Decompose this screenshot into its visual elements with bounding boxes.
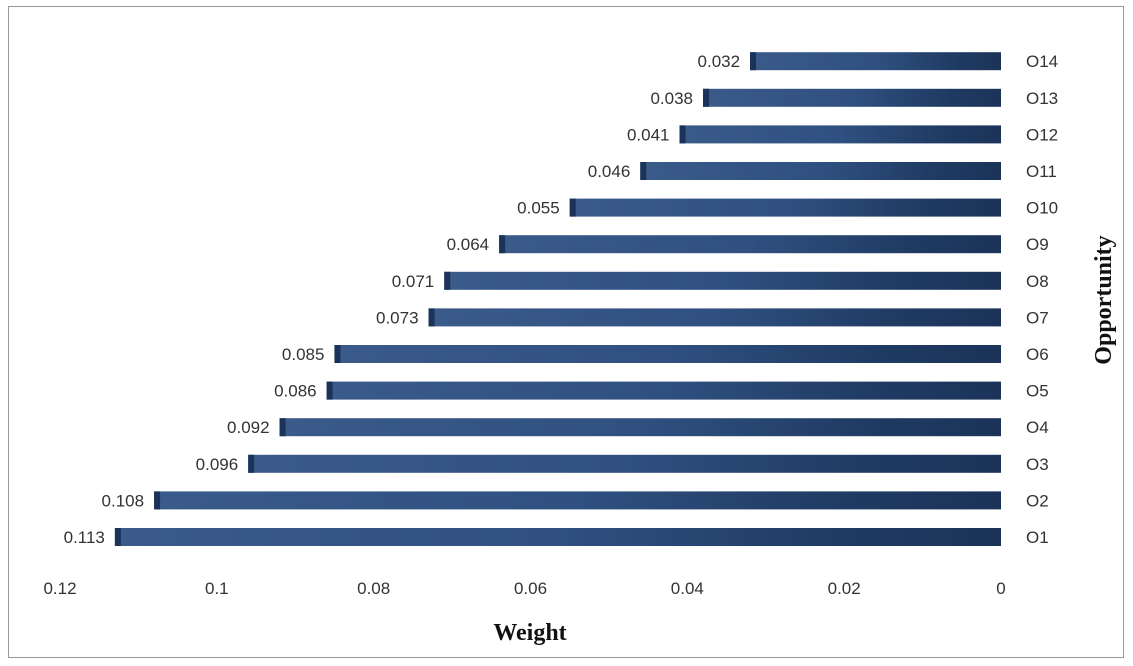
bar-o9 [499,235,1001,254]
category-label: O6 [1026,345,1049,364]
bar-end-cap [499,235,506,254]
data-label: 0.085 [282,345,325,364]
bar-o13 [703,88,1001,107]
data-label: 0.073 [376,308,419,327]
data-label: 0.113 [64,528,105,547]
bar-end-cap [750,52,757,71]
x-tick-label: 0 [996,579,1005,598]
x-tick-label: 0.1 [205,579,229,598]
bar-end-cap [703,88,710,107]
category-label: O10 [1026,199,1058,218]
data-label: 0.046 [588,162,631,181]
data-label: 0.041 [627,125,670,144]
x-tick-label: 0.06 [514,579,547,598]
bar-end-cap [640,162,647,180]
bar-end-cap [569,198,576,217]
bar-end-cap [679,125,686,144]
bar-o1 [114,528,1002,546]
category-label: O11 [1026,162,1057,181]
bar-o4 [279,418,1002,437]
category-label: O13 [1026,89,1058,108]
data-label: 0.086 [274,382,317,401]
bar-o12 [679,125,1001,144]
category-label: O8 [1026,272,1049,291]
bar-end-cap [428,308,435,327]
bar-o8 [444,271,1001,290]
bar-o7 [428,308,1001,327]
x-tick-label: 0.12 [43,579,76,598]
bar-o5 [326,381,1001,400]
bar-o11 [640,162,1001,180]
bar-o10 [569,198,1001,217]
data-label: 0.064 [447,235,490,254]
category-label: O9 [1026,235,1049,254]
bar-end-cap [114,528,121,546]
data-label: 0.108 [102,491,145,510]
category-label: O12 [1026,125,1058,144]
category-label: O4 [1026,418,1049,437]
bar-o3 [248,454,1001,473]
category-label: O7 [1026,308,1049,327]
data-label: 0.038 [650,89,693,108]
bar-o2 [154,491,1002,510]
bar-o14 [750,52,1001,71]
x-tick-label: 0.08 [357,579,390,598]
x-tick-label: 0.02 [828,579,861,598]
bar-end-cap [154,491,161,510]
x-tick-label: 0.04 [671,579,704,598]
bar-end-cap [334,345,341,363]
bar-end-cap [248,454,255,473]
y-axis-title: Opportunity [1091,235,1117,364]
bar-end-cap [279,418,286,437]
chart-frame [8,6,1124,658]
bar-end-cap [326,381,333,400]
bar-o6 [334,345,1001,363]
data-label: 0.092 [227,418,270,437]
category-label: O14 [1026,52,1058,71]
category-label: O3 [1026,455,1049,474]
data-label: 0.055 [517,199,560,218]
category-label: O1 [1026,528,1049,547]
category-label: O2 [1026,491,1049,510]
data-label: 0.096 [196,455,239,474]
bar-end-cap [444,271,451,290]
x-axis-title: Weight [493,620,566,646]
category-label: O5 [1026,382,1049,401]
data-label: 0.032 [698,52,741,71]
data-label: 0.071 [392,272,435,291]
